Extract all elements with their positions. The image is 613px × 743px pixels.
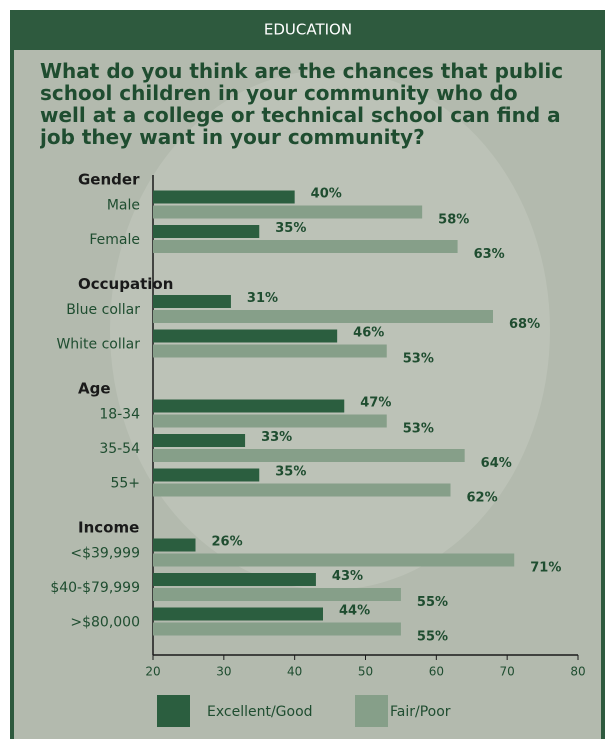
legend-label: Fair/Poor bbox=[390, 704, 451, 720]
category-label: Male bbox=[107, 198, 140, 214]
value-label: 47% bbox=[360, 396, 391, 411]
bar bbox=[153, 399, 345, 413]
bar bbox=[153, 588, 401, 601]
value-label: 68% bbox=[509, 317, 540, 332]
bar bbox=[153, 449, 465, 462]
category-label: 18-34 bbox=[99, 407, 140, 423]
category-label: Blue collar bbox=[66, 302, 140, 318]
value-label: 44% bbox=[339, 604, 370, 619]
bar bbox=[153, 205, 423, 219]
bar bbox=[153, 414, 387, 428]
x-tick-label: 70 bbox=[500, 665, 515, 679]
value-label: 58% bbox=[438, 213, 469, 228]
bar bbox=[153, 607, 323, 621]
bar bbox=[153, 329, 338, 343]
group-label: Occupation bbox=[78, 275, 173, 293]
value-label: 62% bbox=[467, 491, 498, 506]
bar bbox=[153, 553, 515, 567]
bar bbox=[153, 538, 196, 552]
value-label: 46% bbox=[353, 326, 384, 341]
x-tick-label: 20 bbox=[145, 665, 160, 679]
category-label: White collar bbox=[56, 337, 140, 353]
bar bbox=[153, 434, 246, 447]
bar bbox=[153, 240, 458, 253]
value-label: 33% bbox=[261, 430, 292, 445]
x-tick-label: 30 bbox=[216, 665, 231, 679]
bar bbox=[153, 573, 316, 586]
header: EDUCATION bbox=[264, 21, 352, 39]
bar bbox=[153, 310, 493, 323]
value-label: 31% bbox=[247, 291, 278, 306]
group-label: Gender bbox=[78, 171, 140, 189]
group-label: Income bbox=[78, 519, 139, 537]
category-label: $40-$79,999 bbox=[50, 580, 140, 596]
bar bbox=[153, 483, 451, 497]
category-label: Female bbox=[89, 232, 140, 248]
group-label: Age bbox=[78, 380, 111, 398]
legend-label: Excellent/Good bbox=[207, 704, 313, 720]
bar bbox=[153, 344, 387, 358]
legend-swatch bbox=[355, 695, 388, 727]
bar bbox=[153, 225, 260, 238]
x-tick-label: 80 bbox=[570, 665, 585, 679]
x-tick-label: 40 bbox=[287, 665, 302, 679]
bar bbox=[153, 295, 231, 308]
bar bbox=[153, 190, 295, 204]
value-label: 35% bbox=[275, 221, 306, 236]
x-tick-label: 50 bbox=[358, 665, 373, 679]
value-label: 43% bbox=[332, 569, 363, 584]
x-tick-label: 60 bbox=[429, 665, 444, 679]
category-label: >$80,000 bbox=[70, 615, 140, 631]
category-label: 55+ bbox=[110, 476, 140, 492]
legend-swatch bbox=[157, 695, 190, 727]
title-box: What do you think are the chances that p… bbox=[40, 60, 564, 149]
bar bbox=[153, 622, 401, 636]
value-label: 64% bbox=[481, 456, 512, 471]
value-label: 71% bbox=[530, 561, 561, 576]
value-label: 53% bbox=[403, 352, 434, 367]
chart-title: What do you think are the chances that p… bbox=[40, 60, 564, 149]
value-label: 55% bbox=[417, 595, 448, 610]
value-label: 26% bbox=[212, 535, 243, 550]
category-label: 35-54 bbox=[99, 441, 140, 457]
value-label: 55% bbox=[417, 630, 448, 645]
value-label: 63% bbox=[474, 247, 505, 262]
category-label: <$39,999 bbox=[70, 546, 140, 562]
bar bbox=[153, 468, 260, 482]
value-label: 35% bbox=[275, 465, 306, 480]
value-label: 53% bbox=[403, 422, 434, 437]
value-label: 40% bbox=[311, 187, 342, 202]
